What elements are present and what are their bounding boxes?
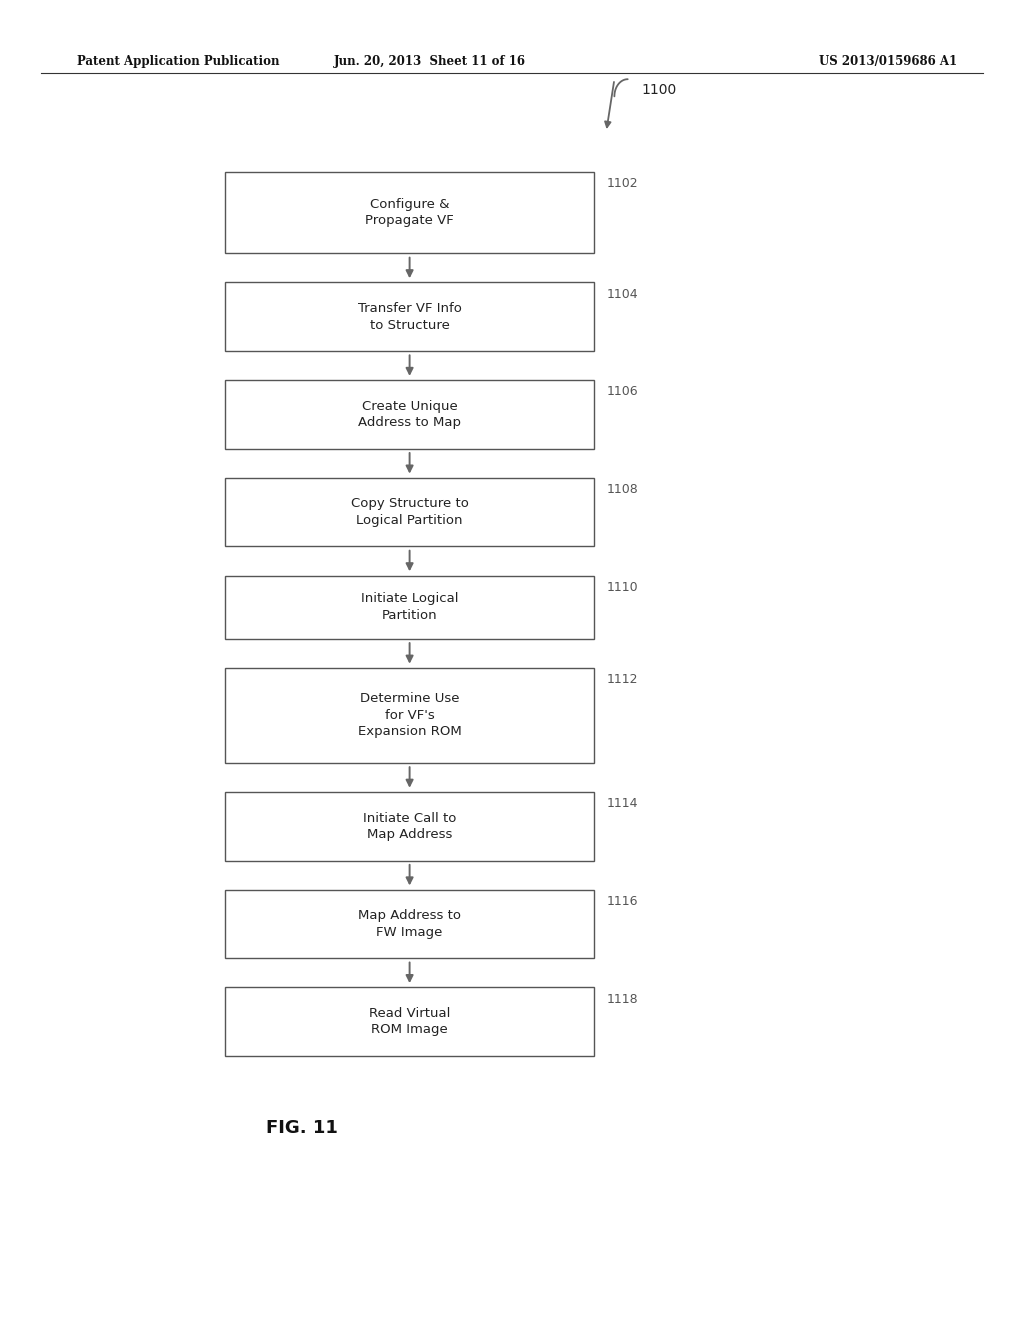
FancyBboxPatch shape [225,282,594,351]
FancyBboxPatch shape [225,668,594,763]
FancyBboxPatch shape [225,792,594,861]
FancyBboxPatch shape [225,890,594,958]
Text: 1102: 1102 [606,177,638,190]
Text: 1114: 1114 [606,797,638,810]
Text: 1116: 1116 [606,895,638,908]
Text: 1110: 1110 [606,581,638,594]
Text: 1108: 1108 [606,483,638,496]
Text: 1100: 1100 [641,83,676,96]
Text: Create Unique
Address to Map: Create Unique Address to Map [358,400,461,429]
Text: 1106: 1106 [606,385,638,399]
Text: Determine Use
for VF's
Expansion ROM: Determine Use for VF's Expansion ROM [357,693,462,738]
Text: Read Virtual
ROM Image: Read Virtual ROM Image [369,1007,451,1036]
FancyBboxPatch shape [225,172,594,253]
Text: Initiate Logical
Partition: Initiate Logical Partition [360,593,459,622]
FancyBboxPatch shape [225,987,594,1056]
Text: FIG. 11: FIG. 11 [266,1119,338,1138]
Text: 1104: 1104 [606,288,638,301]
Text: 1118: 1118 [606,993,638,1006]
FancyBboxPatch shape [225,478,594,546]
FancyBboxPatch shape [225,576,594,639]
Text: Initiate Call to
Map Address: Initiate Call to Map Address [362,812,457,841]
Text: Transfer VF Info
to Structure: Transfer VF Info to Structure [357,302,462,331]
Text: Patent Application Publication: Patent Application Publication [77,55,280,69]
Text: US 2013/0159686 A1: US 2013/0159686 A1 [819,55,957,69]
Text: Configure &
Propagate VF: Configure & Propagate VF [366,198,454,227]
Text: Map Address to
FW Image: Map Address to FW Image [358,909,461,939]
Text: Jun. 20, 2013  Sheet 11 of 16: Jun. 20, 2013 Sheet 11 of 16 [334,55,526,69]
Text: 1112: 1112 [606,673,638,686]
Text: Copy Structure to
Logical Partition: Copy Structure to Logical Partition [350,498,469,527]
FancyBboxPatch shape [225,380,594,449]
